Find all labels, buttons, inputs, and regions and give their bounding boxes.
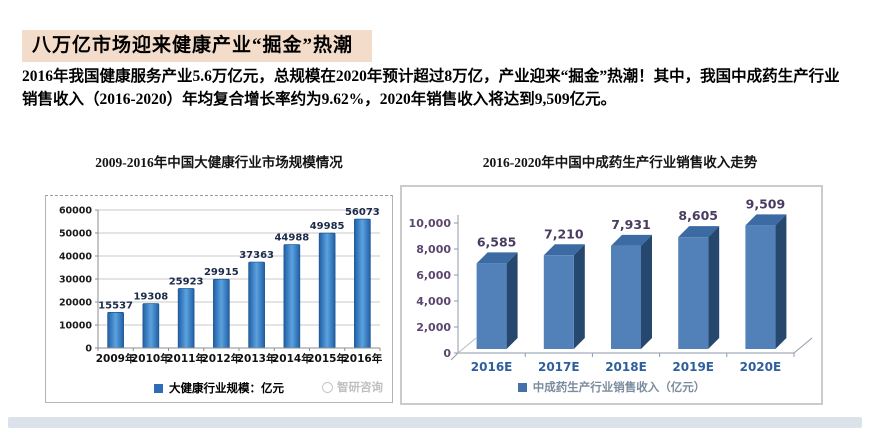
floor-edge-left: [457, 337, 477, 354]
right-legend-label: 中成药生产行业销售收入（亿元）: [532, 380, 706, 394]
bottom-strip: [8, 417, 862, 428]
bar-value-label: 44988: [274, 233, 309, 244]
bar: [177, 288, 195, 349]
watermark-logo-icon: [322, 381, 333, 393]
bar: [142, 303, 160, 349]
x-tick-label: 2018E: [605, 360, 647, 374]
bar-value-label: 7,210: [544, 226, 584, 241]
left-chart: 0 10000 20000 30000 40000 50000 60000 15537 2009…: [45, 195, 393, 403]
bar-value-label: 37363: [239, 250, 274, 261]
watermark: 智研咨询: [322, 379, 383, 395]
bar: [107, 311, 124, 349]
y-tick-label: 6,000: [416, 269, 451, 282]
legend-marker-icon: [154, 383, 163, 393]
x-tick-label: 2019E: [672, 360, 714, 374]
y-tick-label: 8,000: [416, 243, 451, 256]
bar-value-label: 7,931: [611, 217, 651, 232]
left-chart-plot: 0 10000 20000 30000 40000 50000 60000 15537 2009…: [59, 206, 383, 366]
bar: [476, 263, 507, 349]
bar-value-label: 6,585: [477, 234, 517, 249]
bar-side-face: [506, 252, 518, 349]
x-tick-label: 2017E: [538, 360, 580, 374]
floor-edge-right: [793, 337, 813, 354]
x-tick-label: 2016E: [471, 360, 513, 374]
x-tick-label: 2014年: [272, 352, 312, 365]
page-title: 八万亿市场迎来健康产业“掘金”热潮: [22, 30, 372, 62]
x-tick-label: 2009年: [96, 352, 136, 365]
bar-top-face: [476, 252, 518, 264]
bar-value-label: 8,605: [678, 208, 718, 223]
bar-value-label: 15537: [98, 300, 133, 311]
bar-value-label: 29915: [204, 267, 239, 278]
y-tick-label: 2,000: [416, 321, 451, 334]
y-tick-label: 0: [443, 347, 451, 360]
x-tick-label: 2010年: [131, 352, 171, 365]
bar: [318, 232, 336, 349]
right-chart: 0 2,000 4,000 6,000 8,000 10,000 6,585 2016E 7,2…: [400, 185, 823, 405]
y-tick-label: 4,000: [416, 295, 451, 308]
bar-value-label: 56073: [345, 207, 380, 218]
y-tick-label: 60000: [59, 206, 92, 217]
bar-top-face: [678, 226, 720, 238]
bar-top-face: [611, 234, 652, 246]
left-chart-legend: 大健康行业规模：亿元: [46, 380, 392, 396]
watermark-label: 智研咨询: [337, 380, 383, 394]
y-tick-label: 10000: [59, 321, 92, 332]
y-tick-label: 30000: [59, 275, 92, 286]
x-tick-label: 2013年: [237, 352, 277, 365]
bar-side-face: [775, 214, 787, 349]
bar: [354, 218, 371, 349]
bar: [678, 237, 709, 349]
bar-side-face: [708, 226, 720, 349]
x-tick-label: 2020E: [740, 360, 782, 374]
x-tick-label: 2016年: [343, 352, 383, 365]
bar: [745, 225, 776, 349]
y-tick-label: 0: [85, 344, 92, 355]
left-legend-label: 大健康行业规模：亿元: [169, 381, 284, 395]
y-tick-label: 10,000: [409, 217, 452, 230]
x-tick-label: 2015年: [307, 352, 347, 365]
bar-top-face: [745, 214, 787, 226]
bar-value-label: 19308: [133, 292, 168, 303]
bar: [283, 244, 301, 349]
right-chart-plot: 0 2,000 4,000 6,000 8,000 10,000 6,585 2016E 7,2…: [409, 196, 813, 374]
bar: [248, 261, 265, 349]
bar-value-label: 49985: [310, 221, 345, 232]
x-tick-label: 2012年: [202, 352, 242, 365]
bar: [611, 245, 641, 349]
y-tick-label: 20000: [59, 298, 92, 309]
bar: [213, 278, 230, 349]
x-tick-label: 2011年: [166, 352, 206, 365]
bar-value-label: 25923: [169, 276, 204, 287]
bar: [543, 255, 574, 349]
right-chart-legend: 中成药生产行业销售收入（亿元）: [402, 379, 821, 395]
legend-marker-icon: [517, 382, 527, 392]
intro-paragraph: 2016年我国健康服务产业5.6万亿元，总规模在2020年预计超过8万亿，产业迎…: [22, 68, 840, 108]
right-chart-title: 2016-2020年中国中成药生产行业销售收入走势: [482, 155, 758, 170]
y-tick-label: 50000: [59, 229, 92, 240]
bar-value-label: 9,509: [746, 196, 786, 211]
y-tick-label: 40000: [59, 252, 92, 263]
bar-side-face: [641, 234, 652, 349]
left-chart-title: 2009-2016年中国大健康行业市场规模情况: [95, 155, 343, 170]
bar-side-face: [573, 244, 585, 349]
bar-top-face: [543, 244, 585, 256]
